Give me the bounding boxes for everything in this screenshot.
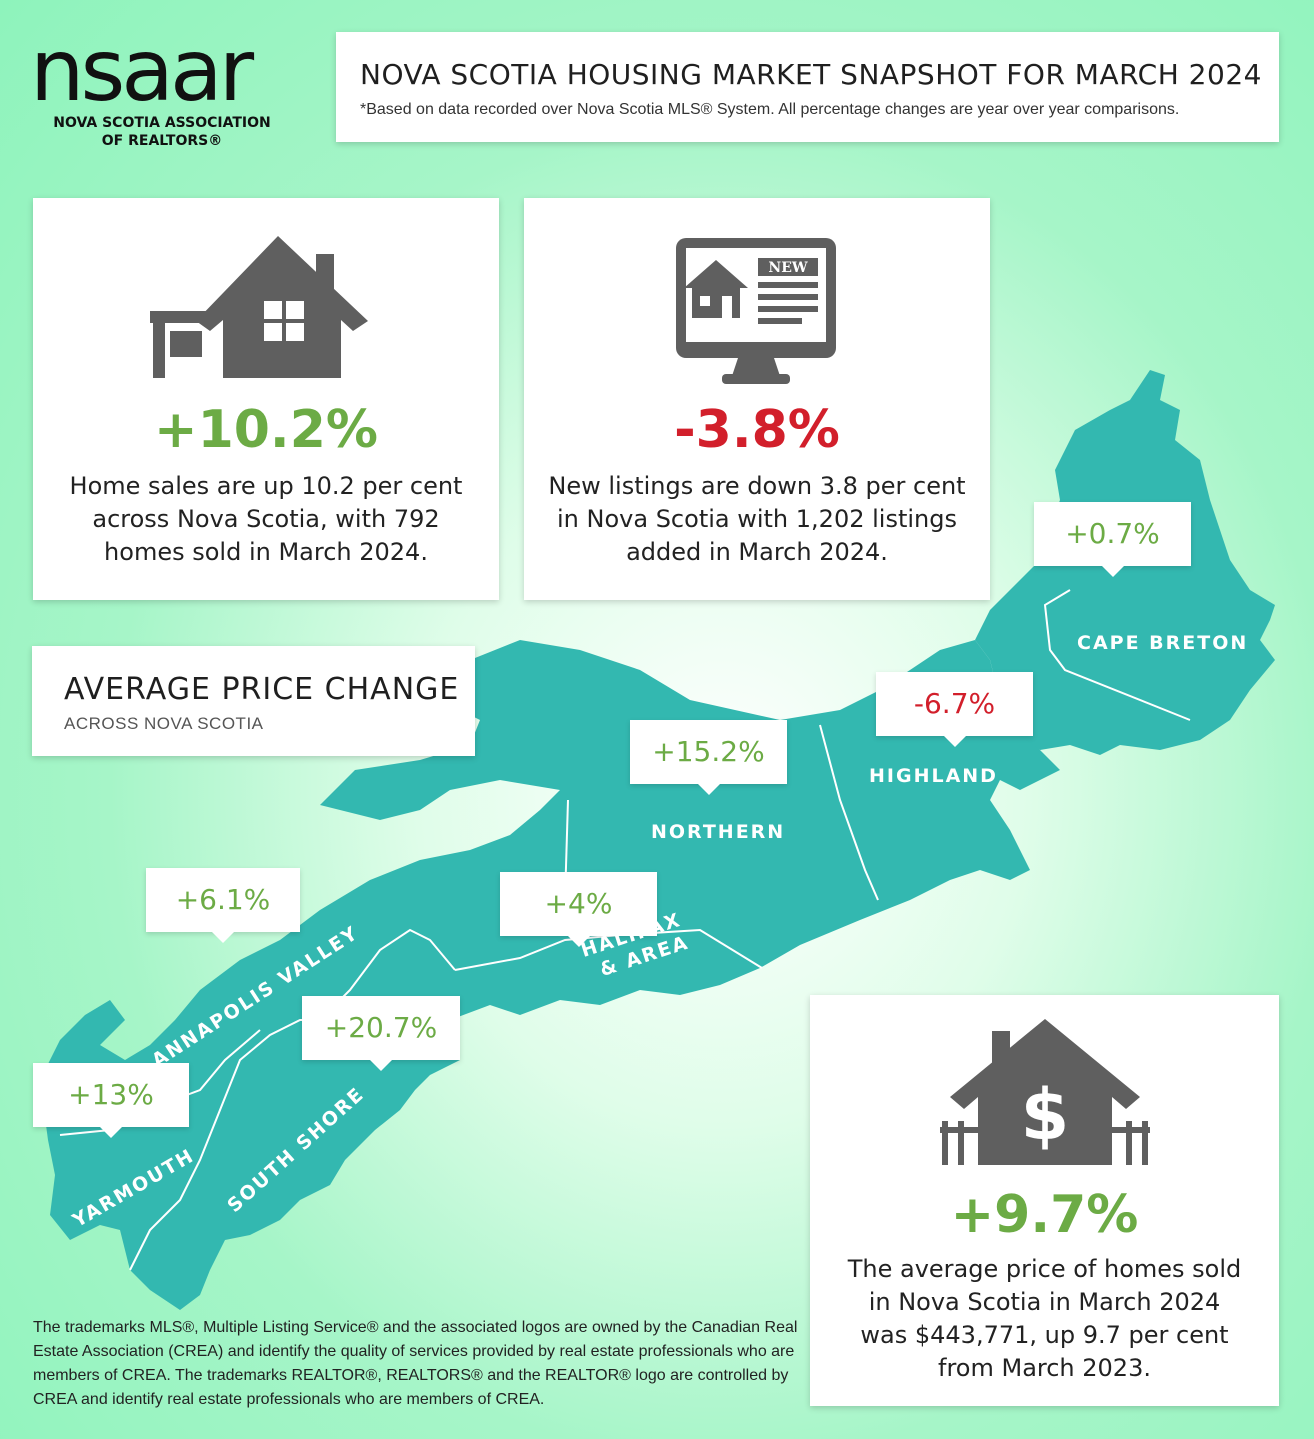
cape-breton-change: +0.7%	[1034, 502, 1191, 577]
map-mainland	[40, 640, 1060, 1310]
average-price-line-4: from March 2023.	[938, 1354, 1151, 1382]
header-card: NOVA SCOTIA HOUSING MARKET SNAPSHOT FOR …	[336, 32, 1279, 142]
annapolis-valley-change: +6.1%	[146, 868, 300, 943]
northern-change: +15.2%	[630, 720, 787, 795]
new-listings-line-1: New listings are down 3.8 per cent	[548, 472, 966, 500]
new-listings-card: NEW -3.8% New listings are down 3.8 per …	[524, 198, 990, 600]
logo-caption: NOVA SCOTIA ASSOCIATION OF REALTORS®	[42, 114, 282, 150]
average-price-change-heading: AVERAGE PRICE CHANGE ACROSS NOVA SCOTIA	[32, 646, 475, 756]
logo-caption-line2: OF REALTORS®	[101, 133, 223, 149]
page-subtitle: *Based on data recorded over Nova Scotia…	[360, 101, 1180, 118]
average-price-line-3: was $443,771, up 9.7 per cent	[860, 1321, 1229, 1349]
house-dollar-icon: $	[940, 1019, 1150, 1165]
house-with-sign-icon	[150, 236, 368, 378]
average-price-change-title: AVERAGE PRICE CHANGE	[64, 672, 460, 707]
monitor-new-listing-icon: NEW	[676, 238, 836, 384]
average-price-description: The average price of homes sold in Nova …	[810, 1253, 1279, 1385]
average-price-change-subtitle: ACROSS NOVA SCOTIA	[64, 714, 264, 733]
home-sales-line-2: across Nova Scotia, with 792	[92, 505, 440, 533]
logo-wordmark: nsaar	[30, 22, 255, 112]
new-listings-line-3: added in March 2024.	[626, 538, 888, 566]
highland-change: -6.7%	[876, 672, 1033, 747]
new-listings-description: New listings are down 3.8 per cent in No…	[524, 470, 990, 569]
average-price-line-2: in Nova Scotia in March 2024	[868, 1288, 1221, 1316]
home-sales-card: +10.2% Home sales are up 10.2 per cent a…	[33, 198, 499, 600]
nsar-logo: nsaar	[30, 21, 290, 152]
average-price-stat: +9.7%	[950, 1185, 1139, 1245]
south-shore-change: +20.7%	[302, 996, 460, 1071]
trademark-disclaimer: The trademarks MLS®, Multiple Listing Se…	[33, 1319, 798, 1408]
home-sales-description: Home sales are up 10.2 per cent across N…	[33, 470, 499, 569]
home-sales-line-1: Home sales are up 10.2 per cent	[69, 472, 463, 500]
new-badge: NEW	[768, 260, 807, 276]
home-sales-stat: +10.2%	[154, 400, 378, 460]
average-price-card: $ +9.7% The average price of homes sold …	[810, 995, 1279, 1406]
home-sales-line-3: homes sold in March 2024.	[104, 538, 428, 566]
new-listings-line-2: in Nova Scotia with 1,202 listings	[557, 505, 957, 533]
northern-label: NORTHERN	[651, 821, 786, 843]
average-price-line-1: The average price of homes sold	[847, 1255, 1242, 1283]
new-listings-stat: -3.8%	[674, 400, 840, 460]
cape-breton-label: CAPE BRETON	[1077, 632, 1249, 654]
svg-text:$: $	[1021, 1074, 1070, 1156]
halifax-change: +4%	[500, 872, 657, 947]
logo-caption-line1: NOVA SCOTIA ASSOCIATION	[53, 115, 271, 131]
page-title: NOVA SCOTIA HOUSING MARKET SNAPSHOT FOR …	[360, 58, 1262, 91]
highland-label: HIGHLAND	[869, 765, 998, 787]
yarmouth-change: +13%	[33, 1063, 189, 1138]
